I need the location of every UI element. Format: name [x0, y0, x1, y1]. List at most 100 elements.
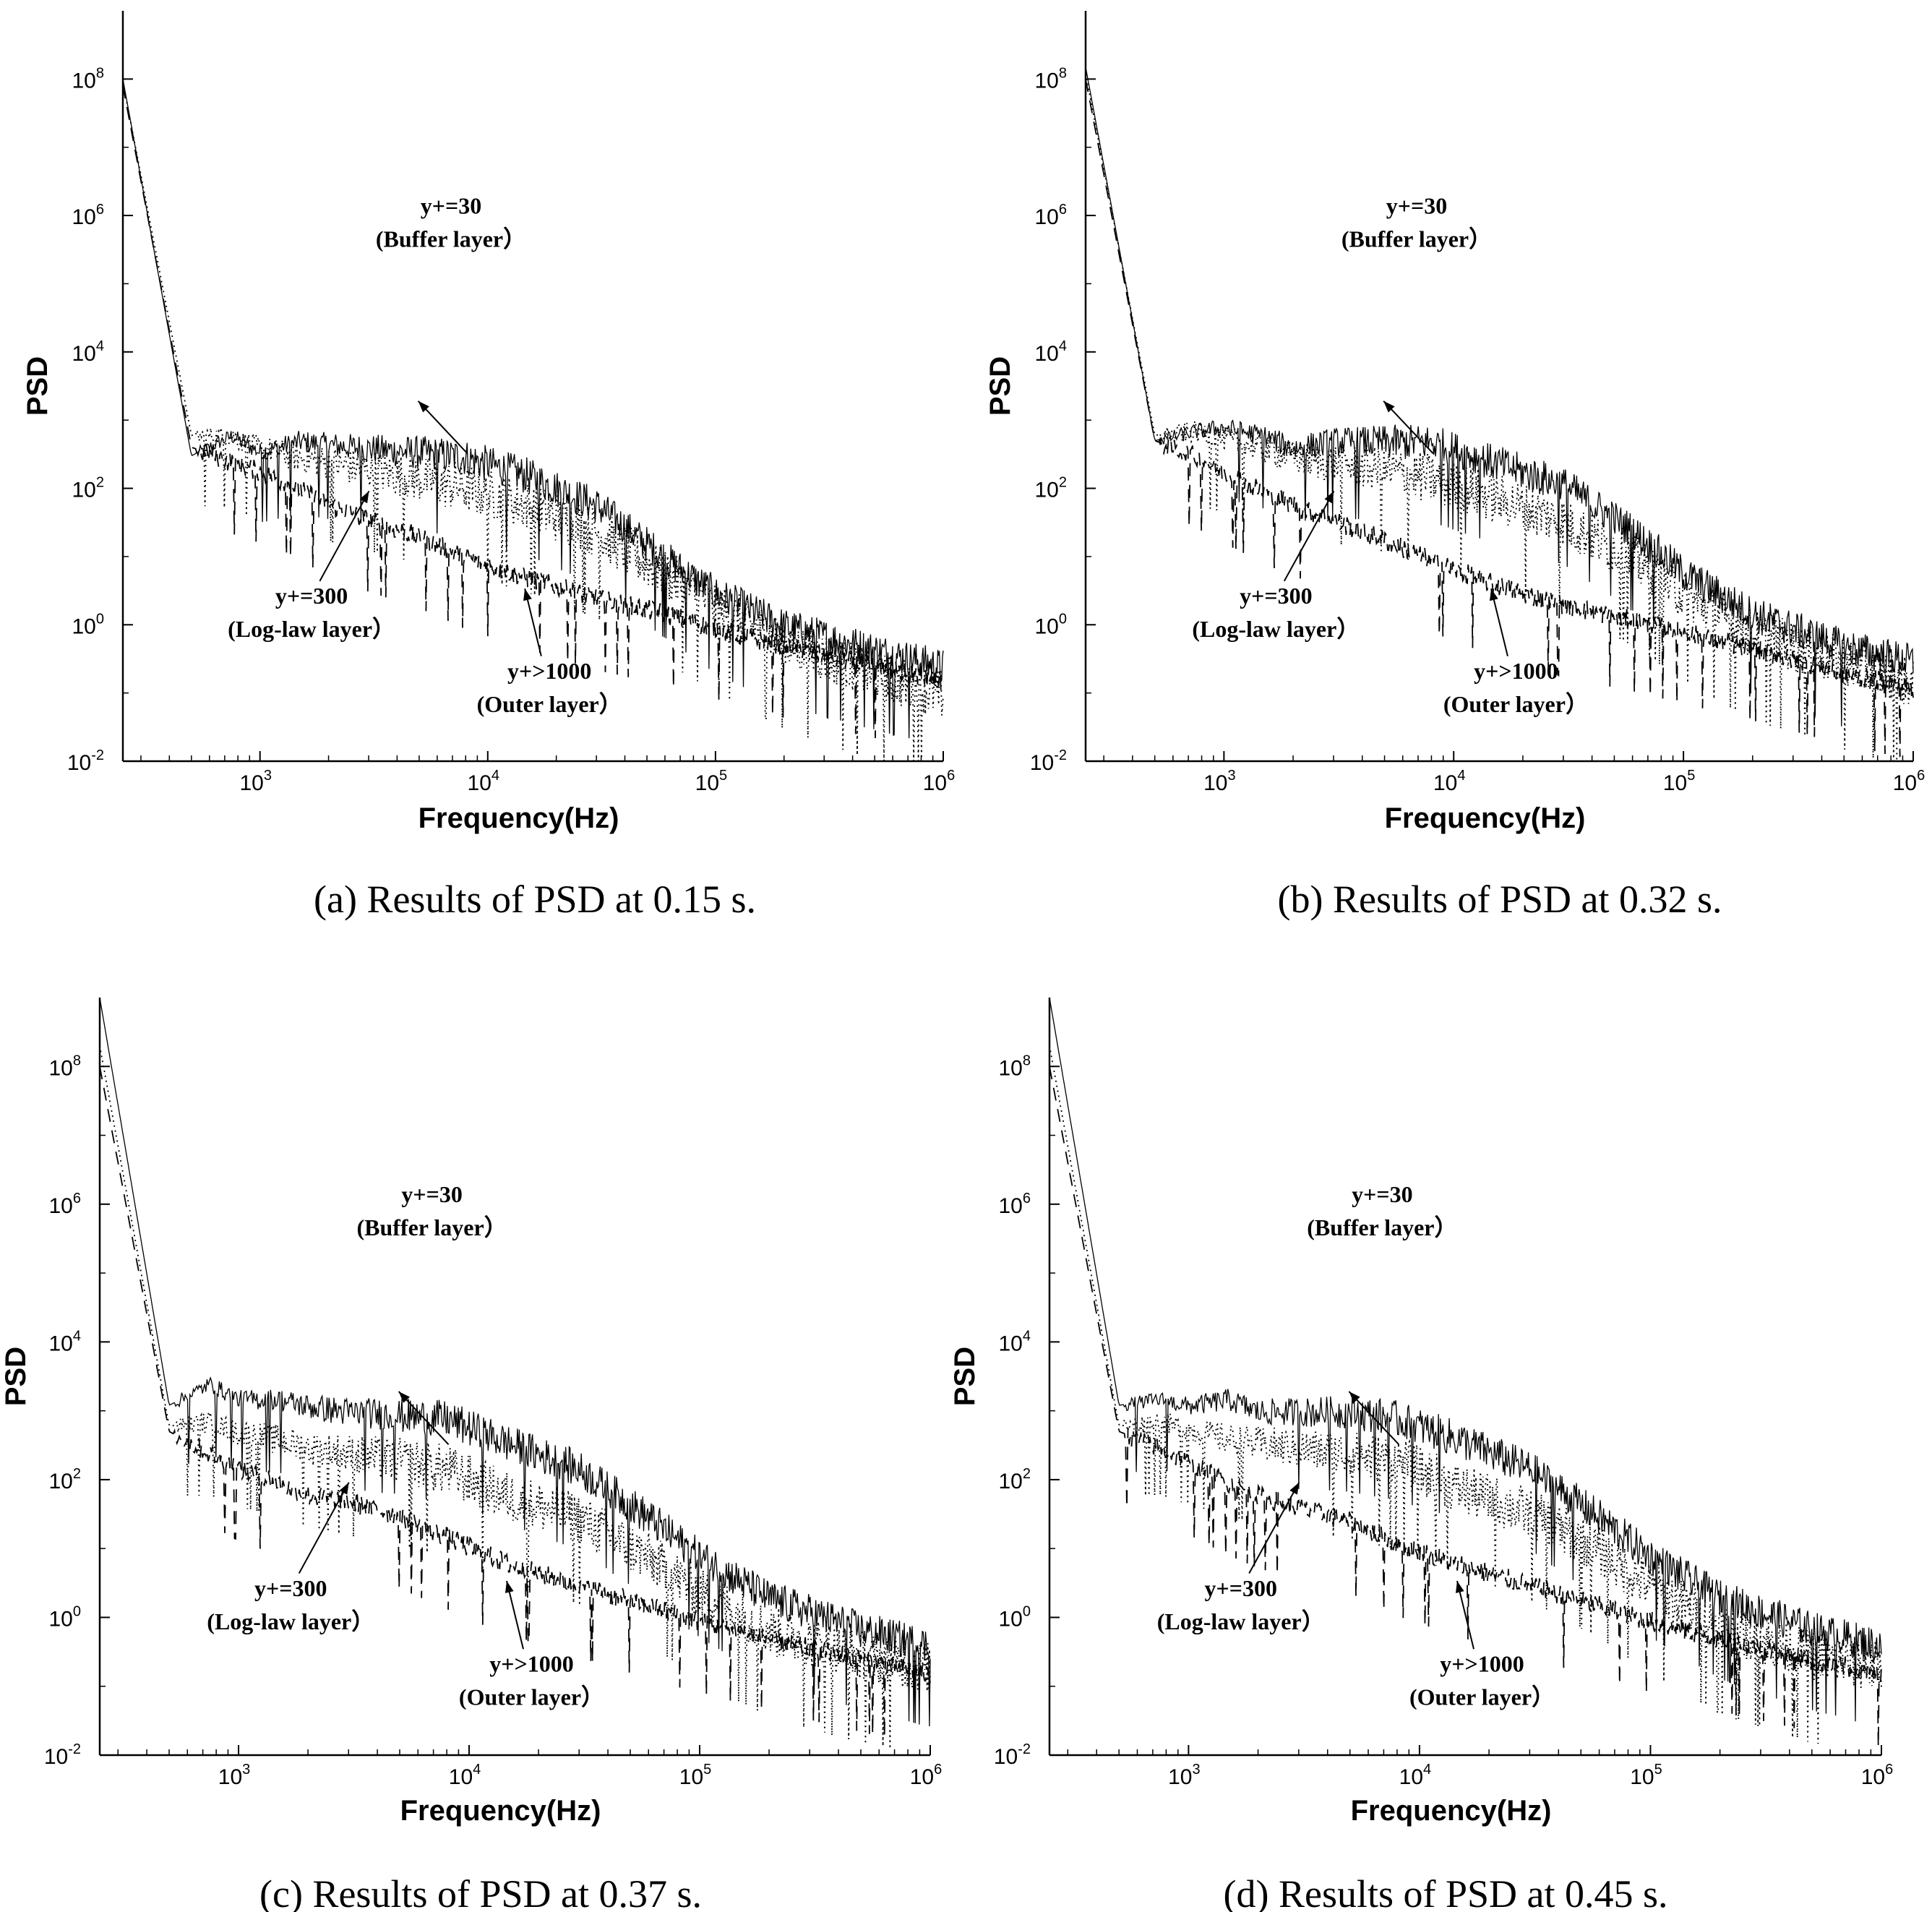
x-tick-base: 10: [1630, 1765, 1654, 1789]
annotation-arrow-line: [1248, 1482, 1300, 1574]
x-tick-exp: 3: [1193, 1762, 1201, 1778]
caption-text: Results of PSD at 0.37 s.: [312, 1872, 702, 1912]
x-tick-label: 103: [239, 768, 272, 795]
x-tick-exp: 3: [1228, 768, 1236, 784]
x-tick-label: 105: [1630, 1762, 1662, 1789]
panel-caption: (b) Results of PSD at 0.32 s.: [1277, 878, 1722, 921]
annotation-arrow-line: [1348, 1391, 1400, 1446]
x-axis-title: Frequency(Hz): [400, 1795, 601, 1827]
y-tick-exp: -2: [68, 1741, 81, 1757]
y-tick-label: 10-2: [1030, 747, 1067, 775]
x-tick-base: 10: [1893, 771, 1917, 795]
y-tick-label: 102: [72, 475, 105, 502]
x-tick-label: 106: [923, 768, 956, 795]
x-tick-label: 105: [1663, 768, 1696, 795]
annotation-text: (Outer layer）: [459, 1684, 604, 1710]
y-tick-label: 108: [1035, 65, 1068, 93]
y-tick-label: 102: [999, 1466, 1031, 1493]
y-tick-exp: 8: [1023, 1053, 1031, 1068]
x-tick-base: 10: [468, 771, 491, 795]
y-tick-exp: 8: [73, 1053, 81, 1068]
x-axis-title: Frequency(Hz): [1385, 802, 1586, 834]
y-tick-base: 10: [44, 1745, 68, 1769]
x-tick-label: 103: [1203, 768, 1236, 795]
annotation-text: y+>1000: [489, 1651, 573, 1677]
caption-text: Results of PSD at 0.15 s.: [366, 878, 756, 921]
caption-label: (c): [259, 1872, 312, 1912]
annotation-1: y+=30 (Buffer layer）: [1307, 1181, 1458, 1446]
x-tick-base: 10: [218, 1765, 242, 1789]
series-line-dashed: [1049, 1066, 1882, 1747]
arrowhead-icon: [339, 1482, 349, 1495]
y-tick-exp: 0: [1059, 611, 1067, 627]
annotation-text: y+=300: [1240, 583, 1312, 609]
y-tick-base: 10: [72, 205, 96, 229]
y-tick-exp: 2: [73, 1466, 81, 1482]
caption-text: Results of PSD at 0.45 s.: [1279, 1872, 1668, 1912]
arrowhead-icon: [523, 588, 532, 601]
annotation-arrow-line: [506, 1580, 524, 1650]
caption-label: (a): [314, 878, 366, 921]
annotation-arrow-line: [319, 490, 370, 582]
annotation-3: y+>1000 (Outer layer）: [459, 1580, 604, 1710]
x-tick-exp: 6: [1885, 1762, 1893, 1778]
annotation-text: (Log-law layer）: [228, 616, 395, 642]
y-tick-exp: 8: [96, 65, 104, 81]
panel-caption: (d) Results of PSD at 0.45 s.: [1223, 1872, 1667, 1912]
annotation-3: y+>1000 (Outer layer）: [477, 588, 622, 717]
y-tick-base: 10: [1035, 69, 1059, 93]
x-tick-exp: 6: [1917, 768, 1925, 784]
annotation-2: y+=300 (Log-law layer）: [228, 490, 395, 642]
annotation-text: y+=30: [1386, 192, 1447, 218]
x-tick-base: 10: [910, 1765, 934, 1789]
annotation-2: y+=300 (Log-law layer）: [1157, 1482, 1325, 1634]
series-line-solid: [1049, 997, 1882, 1722]
annotation-text: y+>1000: [1474, 658, 1558, 684]
x-tick-base: 10: [1663, 771, 1687, 795]
annotation-text: (Buffer layer）: [1307, 1214, 1457, 1240]
annotation-arrow-line: [1383, 400, 1434, 455]
y-tick-label: 102: [49, 1466, 82, 1493]
annotation-text: y+=300: [275, 583, 348, 609]
series-line-dotted: [1049, 1045, 1882, 1744]
x-tick-exp: 4: [1457, 768, 1465, 784]
y-tick-base: 10: [49, 1607, 73, 1631]
arrowhead-icon: [505, 1581, 514, 1593]
x-tick-exp: 6: [947, 768, 955, 784]
x-tick-base: 10: [695, 771, 719, 795]
annotation-text: (Log-law layer）: [1157, 1608, 1325, 1634]
y-tick-exp: 4: [1059, 338, 1067, 354]
arrowhead-icon: [1349, 1392, 1360, 1403]
x-tick-base: 10: [1168, 1765, 1192, 1789]
arrowhead-icon: [1490, 588, 1498, 601]
y-tick-label: 104: [1035, 338, 1068, 366]
x-tick-exp: 3: [242, 1762, 250, 1778]
x-tick-base: 10: [679, 1765, 703, 1789]
x-tick-label: 106: [1893, 768, 1925, 795]
y-tick-label: 100: [1035, 611, 1068, 638]
y-tick-label: 102: [1035, 475, 1068, 502]
y-tick-exp: 2: [1059, 475, 1067, 491]
arrowhead-icon: [1456, 1581, 1464, 1593]
y-tick-exp: -2: [1018, 1741, 1031, 1757]
y-tick-label: 106: [999, 1191, 1031, 1218]
panel-caption: (c) Results of PSD at 0.37 s.: [259, 1872, 702, 1912]
annotation-text: (Buffer layer）: [376, 226, 526, 252]
x-tick-label: 106: [910, 1762, 943, 1789]
y-tick-exp: 4: [1023, 1328, 1031, 1344]
annotation-arrow-line: [398, 1391, 450, 1446]
annotation-arrow-line: [524, 588, 542, 656]
x-axis-title: Frequency(Hz): [1351, 1795, 1552, 1827]
x-axis-title: Frequency(Hz): [418, 802, 619, 834]
y-tick-base: 10: [999, 1056, 1023, 1080]
y-axis-title: PSD: [949, 1347, 981, 1406]
x-tick-exp: 4: [491, 768, 499, 784]
y-tick-base: 10: [994, 1745, 1018, 1769]
annotation-arrow-line: [298, 1482, 350, 1574]
y-tick-exp: 4: [73, 1328, 81, 1344]
annotation-arrow-line: [417, 400, 468, 455]
x-tick-exp: 5: [703, 1762, 711, 1778]
x-tick-exp: 3: [264, 768, 272, 784]
